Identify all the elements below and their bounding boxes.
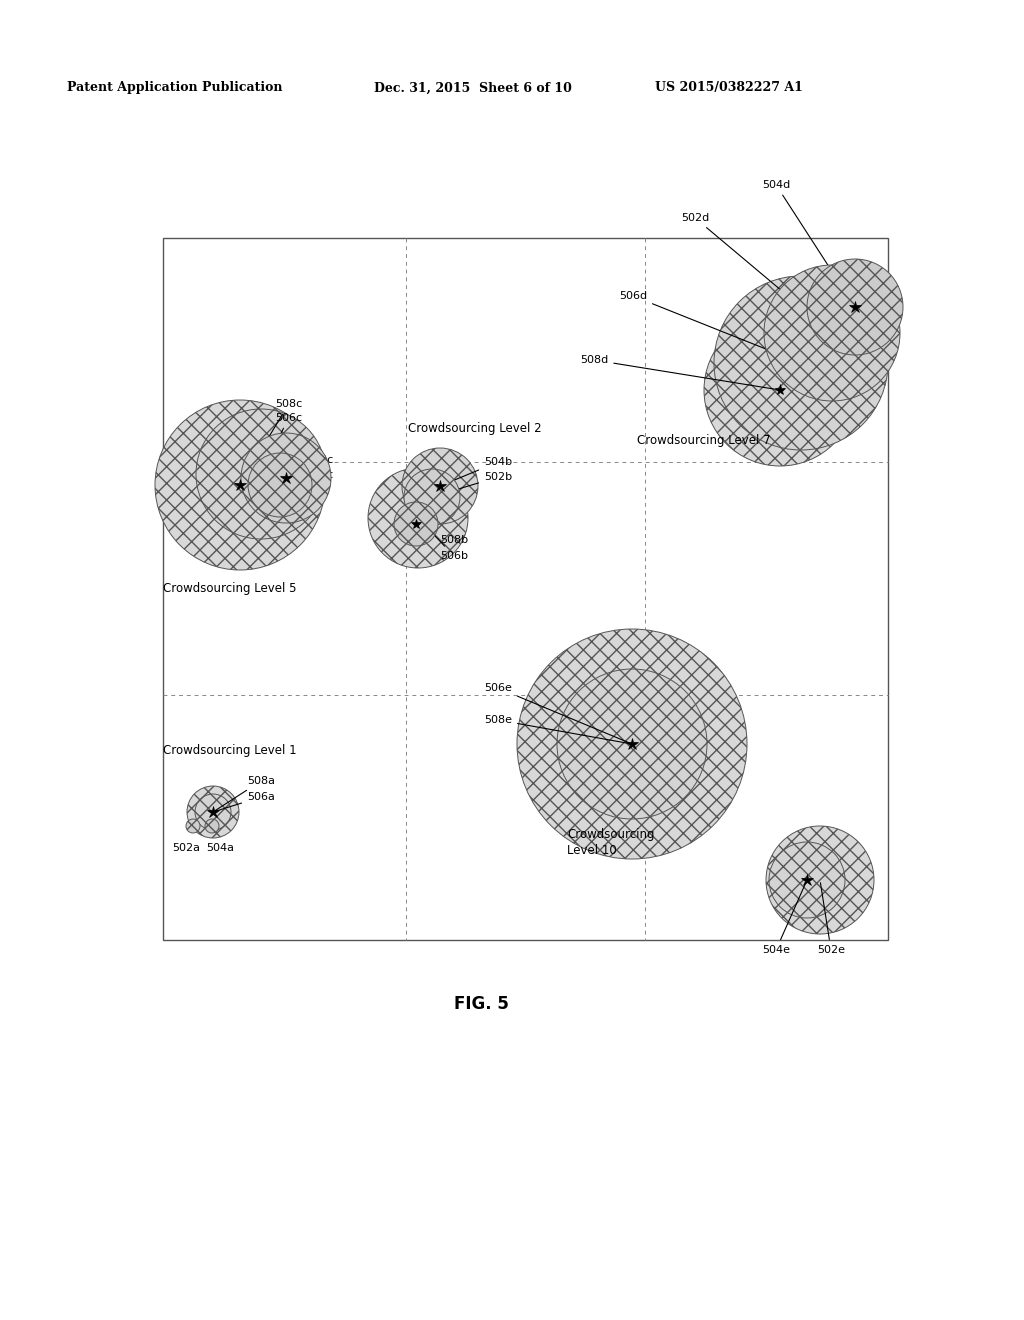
Text: 506e: 506e — [484, 682, 630, 743]
Circle shape — [705, 314, 856, 466]
Circle shape — [155, 400, 325, 570]
Circle shape — [368, 469, 468, 568]
Circle shape — [241, 433, 331, 523]
Text: 504b: 504b — [442, 457, 512, 484]
Circle shape — [248, 453, 312, 517]
Text: 504d: 504d — [762, 180, 853, 305]
Text: Dec. 31, 2015  Sheet 6 of 10: Dec. 31, 2015 Sheet 6 of 10 — [374, 82, 571, 95]
Text: Level 10: Level 10 — [567, 843, 616, 857]
Circle shape — [205, 818, 219, 833]
Text: Crowdsourcing: Crowdsourcing — [567, 828, 654, 841]
Text: 506d: 506d — [618, 290, 799, 362]
Circle shape — [714, 276, 888, 450]
Text: 506c: 506c — [262, 413, 302, 471]
Text: 508c: 508c — [242, 399, 302, 483]
Circle shape — [557, 669, 707, 818]
Text: FIG. 5: FIG. 5 — [454, 995, 509, 1012]
Circle shape — [807, 259, 903, 355]
Text: 502d: 502d — [681, 213, 829, 331]
Text: 504a: 504a — [206, 843, 234, 853]
Circle shape — [404, 469, 460, 525]
Text: 504c: 504c — [289, 455, 333, 477]
Text: 508a: 508a — [215, 776, 275, 810]
Circle shape — [195, 795, 231, 830]
Text: 502e: 502e — [817, 883, 845, 954]
Circle shape — [402, 447, 478, 524]
Circle shape — [394, 502, 438, 546]
Text: 504e: 504e — [762, 883, 806, 954]
Circle shape — [186, 818, 200, 833]
Bar — [163, 238, 888, 940]
Circle shape — [769, 842, 845, 917]
Text: Crowdsourcing Level 5: Crowdsourcing Level 5 — [163, 582, 297, 595]
Circle shape — [517, 630, 746, 859]
Text: 502b: 502b — [434, 473, 512, 496]
Text: Crowdsourcing Level 2: Crowdsourcing Level 2 — [408, 422, 542, 436]
Text: US 2015/0382227 A1: US 2015/0382227 A1 — [655, 82, 803, 95]
Text: 506a: 506a — [216, 792, 274, 812]
Text: 508d: 508d — [580, 355, 777, 389]
Circle shape — [187, 785, 239, 838]
Text: Crowdsourcing Level 1: Crowdsourcing Level 1 — [163, 744, 297, 756]
Circle shape — [764, 265, 900, 401]
Text: 508e: 508e — [484, 715, 630, 743]
Circle shape — [196, 409, 326, 539]
Text: 502a: 502a — [172, 843, 200, 853]
Circle shape — [766, 826, 874, 935]
Text: 506b: 506b — [420, 520, 468, 561]
Text: Patent Application Publication: Patent Application Publication — [67, 82, 282, 95]
Text: Crowdsourcing Level 7: Crowdsourcing Level 7 — [637, 434, 771, 447]
Text: 508b: 508b — [419, 525, 468, 545]
Text: 502c: 502c — [283, 470, 333, 484]
